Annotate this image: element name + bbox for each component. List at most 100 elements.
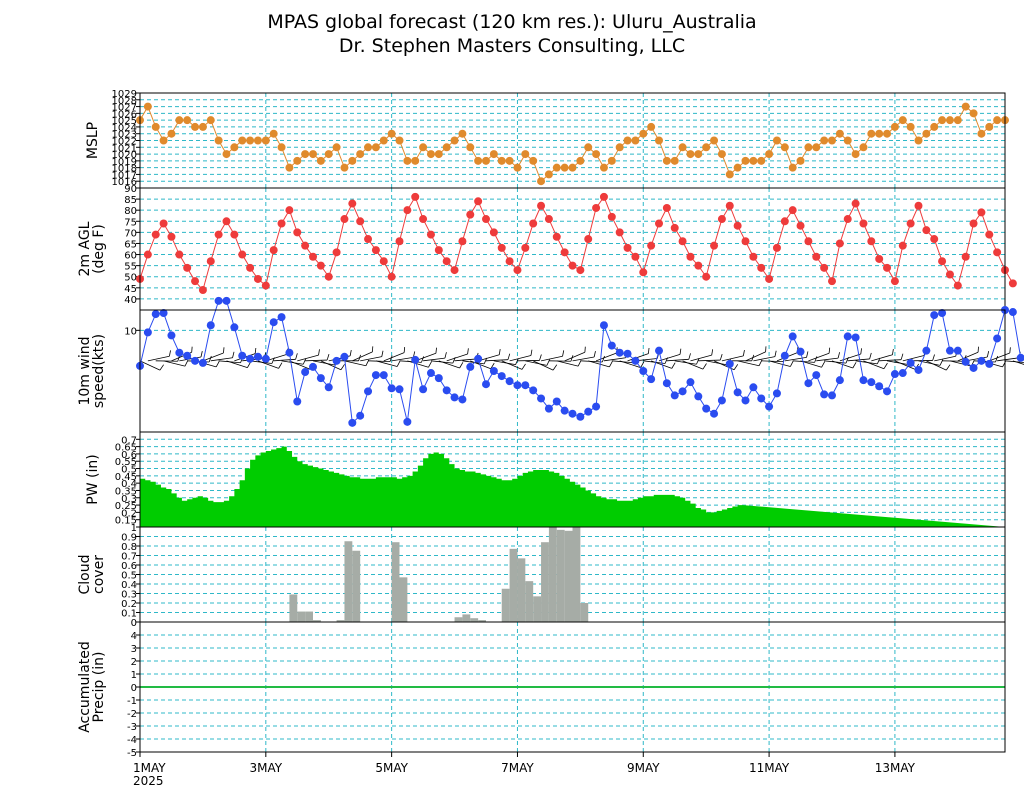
data-point [544,170,553,179]
data-point [655,346,663,355]
wind-barb [352,351,373,362]
data-point [733,221,742,230]
data-point [969,109,978,118]
wind-barb [588,360,610,368]
data-point [890,277,899,286]
data-point [599,321,608,330]
wind-barb-flag [860,348,862,355]
x-tick-label: 1MAY [133,761,166,775]
data-point [678,387,687,396]
data-point [206,116,215,125]
y-tick-label: -2 [127,709,137,720]
data-point [143,250,152,259]
wind-barb [934,355,956,362]
wind-barb-flag [247,361,252,368]
data-point [183,263,192,272]
wind-barb-flag [640,361,645,368]
wind-barb-flag [1009,347,1011,353]
data-point [647,122,656,131]
data-point [411,355,420,364]
x-axis-year: 2025 [133,774,164,788]
data-point [961,252,970,261]
data-point [576,266,585,275]
cloud-bar [454,617,463,622]
data-point [883,387,892,396]
wind-barb [470,360,491,370]
cloud-bar [564,530,573,622]
data-point [670,223,679,232]
wind-barb [886,360,909,366]
data-point [426,230,435,239]
wind-barb-flag [295,353,298,360]
wind-barb [816,357,839,362]
data-point [717,150,726,159]
y-tick-label: 1027 [112,103,137,114]
data-point [969,363,978,372]
data-point [324,383,333,392]
data-point [883,129,892,138]
wind-barb-flag [647,347,650,354]
data-point [544,404,553,413]
data-point [285,206,294,215]
data-point [214,230,223,239]
wind-barb-flag [679,348,682,355]
data-point [458,237,467,246]
wind-barb-flag [223,347,225,353]
data-point [859,376,868,385]
data-point [623,136,632,145]
data-point [269,318,278,327]
wind-barb-flag [421,356,425,363]
wind-barb-flag [900,353,904,360]
y-tick-label: 1026 [112,109,137,120]
data-point [662,203,671,212]
data-point [820,390,829,399]
y-tick-label: 40 [124,295,137,306]
cloud-bar [541,542,549,622]
wind-barb [391,356,414,362]
data-point [702,272,711,281]
y-tick-label: 55 [124,262,137,273]
data-point [615,143,624,152]
y-tick-label: 50 [124,273,137,284]
y-tick-label: -1 [127,696,137,707]
data-point [466,210,475,219]
data-point [371,246,380,255]
data-point [576,156,585,165]
wind-barb [808,352,830,362]
data-point [890,122,899,131]
data-point [246,263,255,272]
cloud-bar [478,620,486,622]
cloud-bar [509,548,518,622]
y-tick-label: 0.6 [121,561,137,572]
title-line-2: Dr. Stephen Masters Consulting, LLC [338,35,686,57]
data-point [513,266,522,275]
pw-area [140,446,1005,527]
x-tick-label: 5MAY [375,761,408,775]
data-point [914,365,923,374]
data-point [584,143,593,152]
wind-barb [698,359,721,362]
data-point [749,156,758,165]
data-point [277,313,286,322]
y-axis-label: 2m AGL [77,221,93,276]
wind-barb-flag [852,362,857,369]
wind-barb-flag [570,355,574,362]
y-tick-label: -4 [127,735,137,746]
wind-barb [564,351,586,362]
wind-barb [658,354,681,362]
data-point [544,215,553,224]
wind-barb [666,358,689,362]
y-tick-label: 10 [124,326,137,337]
data-point [804,143,813,152]
data-point [442,386,451,395]
data-point [253,274,262,283]
panel-mslp: 1016101710181019102010211022102310241025… [85,89,1009,189]
data-point [505,377,514,386]
y-tick-label: 0.4 [121,479,137,490]
data-point [725,170,734,179]
cloud-bar [305,611,313,622]
wind-barb [572,356,595,362]
data-point [482,215,490,224]
data-point [851,150,860,159]
wind-barb-flag [340,364,345,371]
